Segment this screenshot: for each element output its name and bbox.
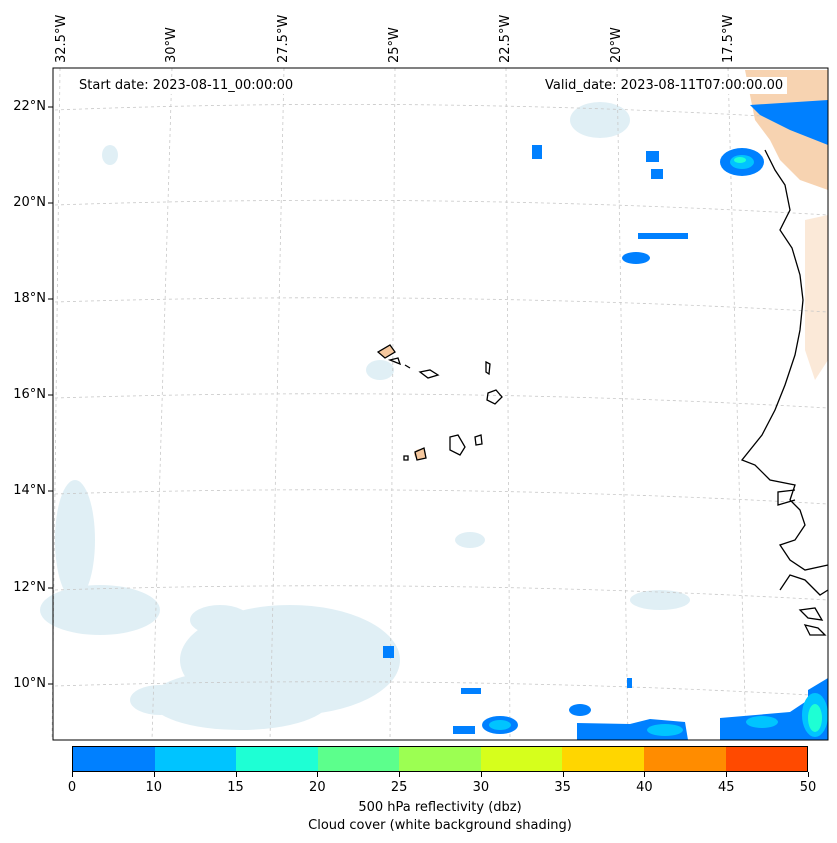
colorbar-segment [725, 747, 808, 771]
colorbar-label-cloud-cover: Cloud cover (white background shading) [308, 818, 572, 833]
lon-label-20w: 20°W [609, 27, 624, 63]
colorbar-segment [317, 747, 400, 771]
colorbar-tick-label: 20 [309, 780, 326, 795]
colorbar-tick-label: 30 [472, 780, 490, 795]
colorbar-tick [72, 772, 73, 777]
colorbar-tick [317, 772, 319, 777]
map-frame [52, 67, 829, 741]
start-date-annotation: Start date: 2023-08-11_00:00:00 [75, 77, 298, 94]
lon-label-22-5w: 22.5°W [498, 14, 513, 63]
graticule [51, 67, 829, 741]
colorbar-tick-label: 45 [717, 780, 735, 795]
colorbar-segment [480, 747, 563, 771]
cloud-cover-shading [40, 102, 690, 730]
colorbar-segment [399, 747, 481, 771]
lat-label-18n: 18°N [13, 291, 46, 306]
colorbar-label-reflectivity: 500 hPa reflectivity (dbz) [358, 800, 522, 815]
lat-label-22n: 22°N [13, 99, 46, 114]
colorbar-tick [726, 772, 728, 777]
colorbar-segment [154, 747, 237, 771]
land-temperature-shading [414, 70, 828, 459]
coastlines [740, 149, 829, 636]
colorbar-tick [562, 772, 564, 777]
colorbar-segment [562, 747, 644, 771]
colorbar-tick-label: 50 [799, 780, 817, 795]
lat-label-12n: 12°N [13, 580, 46, 595]
lon-label-30w: 30°W [164, 27, 179, 63]
lat-ticks [48, 106, 53, 685]
colorbar-tick-label: 10 [145, 780, 163, 795]
colorbar-tick-label: 15 [227, 780, 244, 795]
colorbar-tick [480, 772, 482, 777]
colorbar-tick [644, 772, 646, 777]
colorbar-tick-label: 25 [390, 780, 408, 795]
cape-verde-islands [376, 344, 503, 461]
valid-date-annotation: Valid_date: 2023-08-11T07:00:00.00 [541, 77, 788, 94]
colorbar-segment [643, 747, 726, 771]
colorbar-tick [399, 772, 401, 777]
colorbar-tick [235, 772, 237, 777]
lat-label-16n: 16°N [13, 387, 46, 402]
colorbar-tick [808, 772, 809, 777]
lon-label-25w: 25°W [387, 27, 402, 63]
lat-label-20n: 20°N [13, 195, 46, 210]
reflectivity-colorbar [72, 746, 808, 772]
colorbar-tick [153, 772, 155, 777]
colorbar-tick-label: 0 [67, 780, 77, 795]
colorbar-tick-label: 40 [636, 780, 653, 795]
colorbar-segment [236, 747, 318, 771]
lon-label-17-5w: 17.5°W [721, 14, 736, 63]
lon-label-32-5w: 32.5°W [54, 14, 69, 63]
reflectivity-echoes [383, 100, 828, 740]
colorbar-segment [73, 747, 155, 771]
lat-label-10n: 10°N [13, 676, 46, 691]
colorbar-tick-label: 35 [554, 780, 571, 795]
lat-label-14n: 14°N [13, 483, 46, 498]
lon-label-27-5w: 27.5°W [276, 14, 291, 63]
